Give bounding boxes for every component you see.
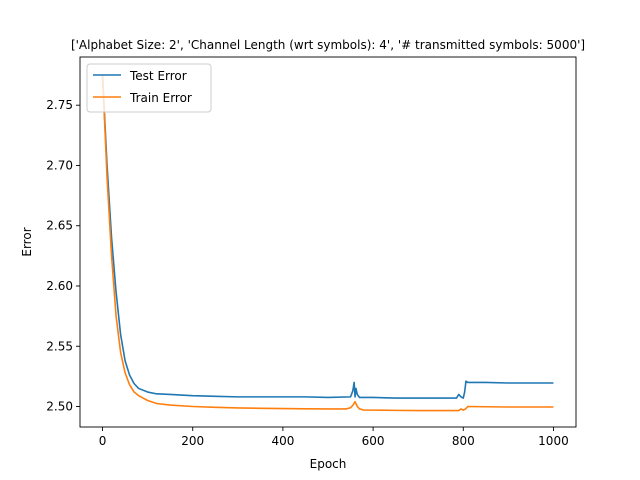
legend-label-test-error: Test Error (129, 69, 187, 83)
y-axis-label: Error (20, 227, 34, 256)
y-tick-label: 2.50 (46, 400, 73, 414)
legend-box (86, 63, 212, 113)
x-axis-label: Epoch (310, 457, 347, 471)
x-tick-label: 200 (181, 434, 204, 448)
series-line-test-error (101, 75, 554, 399)
series-line-train-error (101, 75, 554, 412)
plot-frame (79, 56, 577, 428)
y-tick-label: 2.55 (46, 339, 73, 353)
axis-layer: 0 200 400 600 800 1000 2.50 2.55 2.60 2.65 2.70 2.7… (46, 98, 568, 448)
y-tick-label: 2.70 (46, 158, 73, 172)
x-tick-label: 600 (362, 434, 385, 448)
x-tick-label: 1000 (538, 434, 569, 448)
y-tick-label: 2.65 (46, 219, 73, 233)
x-tick-label: 0 (99, 434, 107, 448)
plot-area (80, 57, 576, 427)
x-tick-label: 400 (271, 434, 294, 448)
y-tick-label: 2.75 (46, 98, 73, 112)
legend: Test Error Train Error (86, 63, 212, 113)
legend-label-train-error: Train Error (129, 91, 192, 105)
x-tick-label: 800 (452, 434, 475, 448)
chart-title: ['Alphabet Size: 2', 'Channel Length (wr… (71, 38, 585, 52)
y-tick-label: 2.60 (46, 279, 73, 293)
series-layer (101, 75, 554, 412)
